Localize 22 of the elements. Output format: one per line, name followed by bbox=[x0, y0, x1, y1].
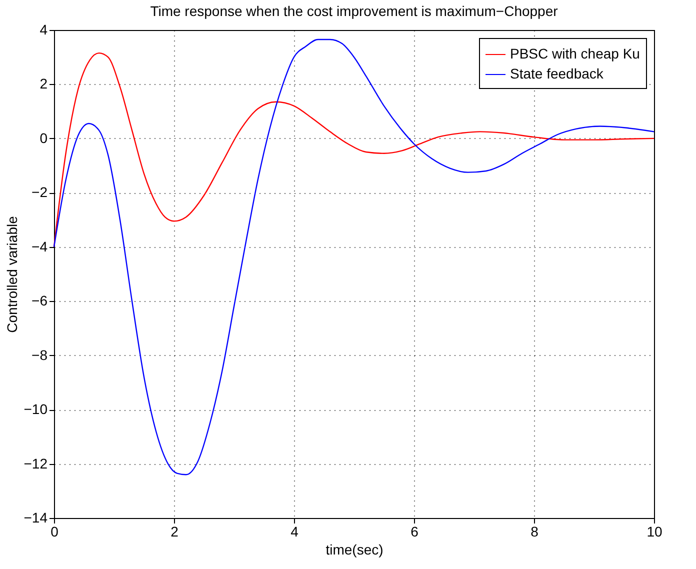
x-tick-label: 4 bbox=[290, 524, 299, 540]
x-tick-label: 8 bbox=[530, 524, 539, 540]
y-tick-label: 2 bbox=[40, 76, 48, 92]
y-axis-title: Controlled variable bbox=[4, 216, 20, 333]
x-tick-label: 2 bbox=[170, 524, 179, 540]
line-series bbox=[53, 38, 655, 476]
x-tick-label: 6 bbox=[410, 524, 419, 540]
legend-label: PBSC with cheap Ku bbox=[510, 46, 640, 62]
y-tick-label: 0 bbox=[40, 130, 48, 146]
y-tick-label: −12 bbox=[24, 455, 48, 472]
chart-title: Time response when the cost improvement is maximum−Chopper bbox=[150, 3, 558, 19]
legend-label: State feedback bbox=[510, 66, 604, 82]
y-tick-label: −8 bbox=[32, 346, 48, 363]
y-tick-label: 4 bbox=[40, 22, 48, 38]
y-tick-label: −6 bbox=[32, 292, 48, 309]
y-tick-label: −14 bbox=[24, 510, 48, 526]
x-axis-title: time(sec) bbox=[326, 542, 384, 558]
y-tick-label: −2 bbox=[32, 184, 48, 200]
y-tick-label: −4 bbox=[32, 238, 48, 254]
x-tick-label: 0 bbox=[50, 524, 59, 540]
y-tick-label: −10 bbox=[24, 401, 48, 418]
x-tick-label: 10 bbox=[646, 524, 662, 540]
